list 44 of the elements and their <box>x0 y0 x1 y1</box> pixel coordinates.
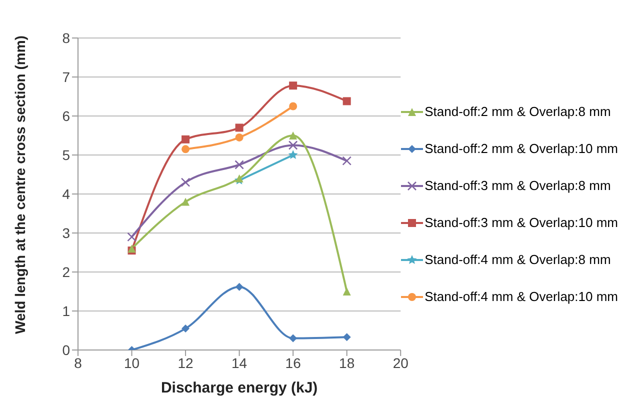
point <box>235 133 244 142</box>
x-tick-label: 8 <box>74 354 82 371</box>
y-tick-label: 1 <box>62 302 70 319</box>
point <box>342 333 351 342</box>
x-tick-label: 16 <box>285 354 302 371</box>
point <box>127 232 136 242</box>
point <box>288 140 298 150</box>
y-tick-label: 8 <box>62 30 70 46</box>
y-axis-title: Weld length at the centre cross section (mm) <box>12 36 28 334</box>
point <box>289 334 298 342</box>
point <box>182 198 190 206</box>
point <box>234 160 244 170</box>
x-tick-label: 18 <box>339 354 355 371</box>
legend-label: Stand-off:4 mm & Overlap:10 mm <box>424 289 618 304</box>
y-tick-label: 6 <box>62 108 70 124</box>
x-tick-label: 14 <box>232 354 248 371</box>
y-tick-label: 2 <box>62 264 70 280</box>
point <box>182 135 190 144</box>
point <box>182 324 190 333</box>
point <box>342 288 351 296</box>
x-tick-label: 20 <box>392 354 409 371</box>
y-tick-label: 5 <box>62 146 70 163</box>
point <box>289 102 298 110</box>
point <box>289 82 298 90</box>
legend-label: Stand-off:2 mm & Overlap:8 mm <box>424 104 611 119</box>
legend-label: Stand-off:2 mm & Overlap:10 mm <box>424 141 618 156</box>
legend-label: Stand-off:4 mm & Overlap:8 mm <box>424 252 611 267</box>
y-tick-label: 0 <box>62 342 70 358</box>
y-tick-label: 4 <box>62 186 70 202</box>
point <box>182 145 190 154</box>
point <box>289 132 298 140</box>
point <box>235 282 244 291</box>
y-tick-label: 7 <box>62 68 70 85</box>
x-axis-title: Discharge energy (kJ) <box>160 380 318 397</box>
x-tick-label: 12 <box>178 354 194 371</box>
y-tick-label: 3 <box>62 224 70 241</box>
x-tick-label: 10 <box>124 354 140 371</box>
legend-label: Stand-off:3 mm & Overlap:8 mm <box>424 178 611 193</box>
point <box>342 156 352 166</box>
point <box>180 178 190 187</box>
point <box>288 150 298 160</box>
legend-label: Stand-off:3 mm & Overlap:10 mm <box>424 215 618 230</box>
point <box>342 97 351 106</box>
point <box>235 124 244 132</box>
